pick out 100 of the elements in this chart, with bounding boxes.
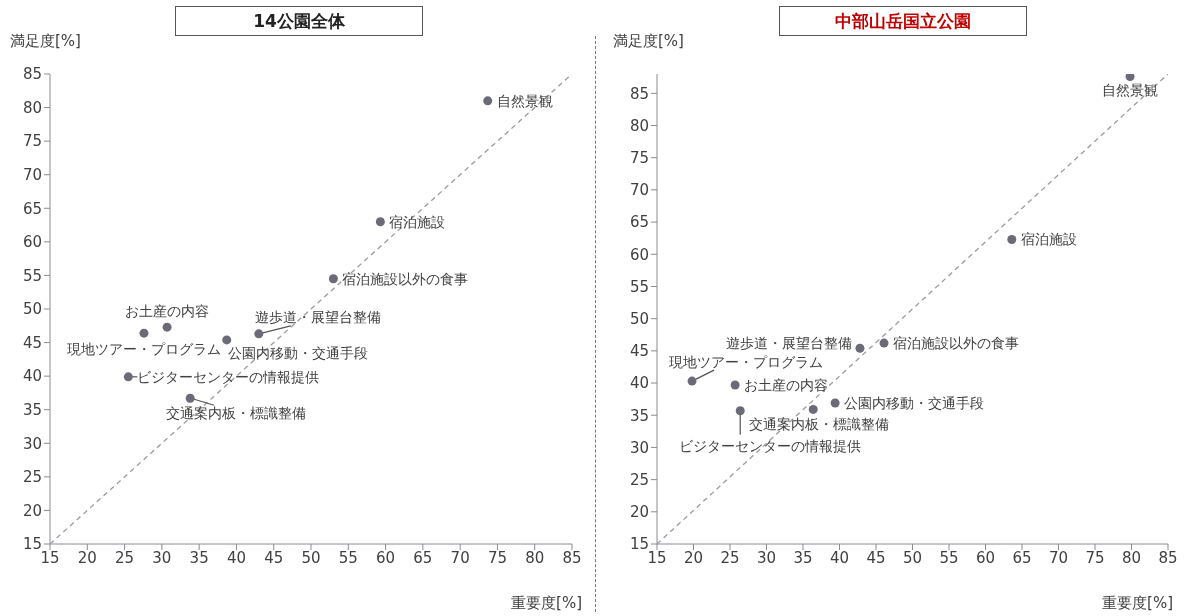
annotation: 宿泊施設以外の食事 <box>342 270 469 287</box>
x-tick-label: 70 <box>450 548 470 567</box>
point <box>254 329 264 339</box>
point <box>1125 74 1135 82</box>
y-tick-label: 85 <box>629 84 649 103</box>
x-tick-label: 85 <box>1158 548 1178 567</box>
x-tick-label: 60 <box>376 548 396 567</box>
x-tick-label: 80 <box>525 548 545 567</box>
point <box>483 96 493 106</box>
annotation: 宿泊施設 <box>389 213 446 230</box>
annotation: 遊歩道・展望台整備 <box>254 308 381 325</box>
point <box>375 217 385 227</box>
y-tick-label: 20 <box>22 501 42 520</box>
point <box>1007 234 1017 244</box>
y-tick-label: 35 <box>629 406 649 425</box>
y-tick-label: 40 <box>22 367 42 386</box>
annotation: 自然景観 <box>496 92 553 109</box>
annotation: 交通案内板・標識整備 <box>166 405 307 422</box>
point <box>123 372 133 382</box>
annotation: 自然景観 <box>1102 81 1159 98</box>
x-tick-label: 20 <box>77 548 97 567</box>
point <box>855 343 865 353</box>
x-tick-label: 75 <box>487 548 507 567</box>
x-axis-title: 重要度[%] <box>511 594 582 613</box>
annotation: 宿泊施設 <box>1020 231 1077 248</box>
y-tick-label: 15 <box>22 535 42 554</box>
y-tick-label: 45 <box>22 333 42 352</box>
point <box>808 404 818 414</box>
point <box>222 335 232 345</box>
x-tick-label: 30 <box>152 548 172 567</box>
x-tick-label: 25 <box>720 548 740 567</box>
annotation: 交通案内板・標識整備 <box>749 416 890 433</box>
x-tick-label: 75 <box>1085 548 1105 567</box>
chart-title: 14公園全体 <box>175 6 423 36</box>
y-tick-label: 60 <box>22 233 42 252</box>
y-tick-label: 20 <box>629 503 649 522</box>
point <box>830 398 840 408</box>
x-tick-label: 65 <box>413 548 433 567</box>
point <box>328 274 338 284</box>
x-tick-label: 65 <box>1012 548 1032 567</box>
x-tick-label: 80 <box>1121 548 1142 567</box>
point <box>162 322 172 332</box>
point <box>735 406 745 416</box>
y-tick-label: 30 <box>629 438 649 457</box>
y-tick-label: 30 <box>22 434 42 453</box>
y-axis-title: 満足度[%] <box>613 32 684 51</box>
y-tick-label: 35 <box>22 401 42 420</box>
point <box>185 393 195 403</box>
y-tick-label: 50 <box>629 309 649 328</box>
y-tick-label: 55 <box>22 266 42 285</box>
y-tick-label: 15 <box>629 535 649 554</box>
y-tick-label: 25 <box>22 468 42 487</box>
x-tick-label: 50 <box>301 548 321 567</box>
x-tick-label: 35 <box>793 548 813 567</box>
x-tick-label: 40 <box>226 548 246 567</box>
chart-title: 中部山岳国立公園 <box>779 6 1027 36</box>
y-tick-label: 70 <box>22 166 42 185</box>
point <box>730 380 740 390</box>
y-tick-label: 50 <box>22 300 42 319</box>
x-tick-label: 35 <box>189 548 209 567</box>
x-axis-title: 重要度[%] <box>1102 594 1173 613</box>
y-tick-label: 75 <box>22 132 42 151</box>
x-tick-label: 40 <box>829 548 850 567</box>
x-tick-label: 60 <box>975 548 996 567</box>
x-tick-label: 55 <box>939 548 959 567</box>
x-tick-label: 15 <box>40 548 60 567</box>
x-tick-label: 50 <box>902 548 923 567</box>
annotation: ビジターセンターの情報提供 <box>679 437 862 454</box>
y-tick-label: 55 <box>629 277 649 296</box>
x-tick-label: 55 <box>338 548 358 567</box>
x-tick-label: 15 <box>647 548 667 567</box>
y-tick-label: 65 <box>22 199 42 218</box>
point <box>139 328 149 338</box>
annotation: 現地ツアー・プログラム <box>669 354 824 371</box>
y-tick-label: 70 <box>629 181 649 200</box>
y-tick-label: 85 <box>22 65 42 84</box>
x-tick-label: 45 <box>264 548 284 567</box>
y-tick-label: 65 <box>629 213 649 232</box>
y-tick-label: 80 <box>629 116 649 135</box>
x-tick-label: 20 <box>683 548 704 567</box>
y-axis-title: 満足度[%] <box>10 32 81 51</box>
y-tick-label: 60 <box>629 245 649 264</box>
annotation: 公園内移動・交通手段 <box>844 395 985 411</box>
x-tick-label: 30 <box>756 548 777 567</box>
point <box>879 338 889 348</box>
annotation: 現地ツアー・プログラム <box>66 341 221 358</box>
y-tick-label: 80 <box>22 98 42 117</box>
y-tick-label: 25 <box>629 470 649 489</box>
annotation: ビジターセンターの情報提供 <box>137 368 320 385</box>
annotation: 遊歩道・展望台整備 <box>725 335 852 352</box>
annotation: 宿泊施設以外の食事 <box>893 335 1020 352</box>
x-tick-label: 70 <box>1048 548 1069 567</box>
annotation: お土産の内容 <box>125 303 210 320</box>
x-tick-label: 45 <box>866 548 886 567</box>
annotation: 公園内移動・交通手段 <box>227 344 368 361</box>
x-tick-label: 85 <box>562 548 582 567</box>
y-tick-label: 75 <box>629 149 649 168</box>
y-tick-label: 45 <box>629 342 649 361</box>
y-tick-label: 40 <box>629 374 649 393</box>
x-tick-label: 25 <box>115 548 135 567</box>
